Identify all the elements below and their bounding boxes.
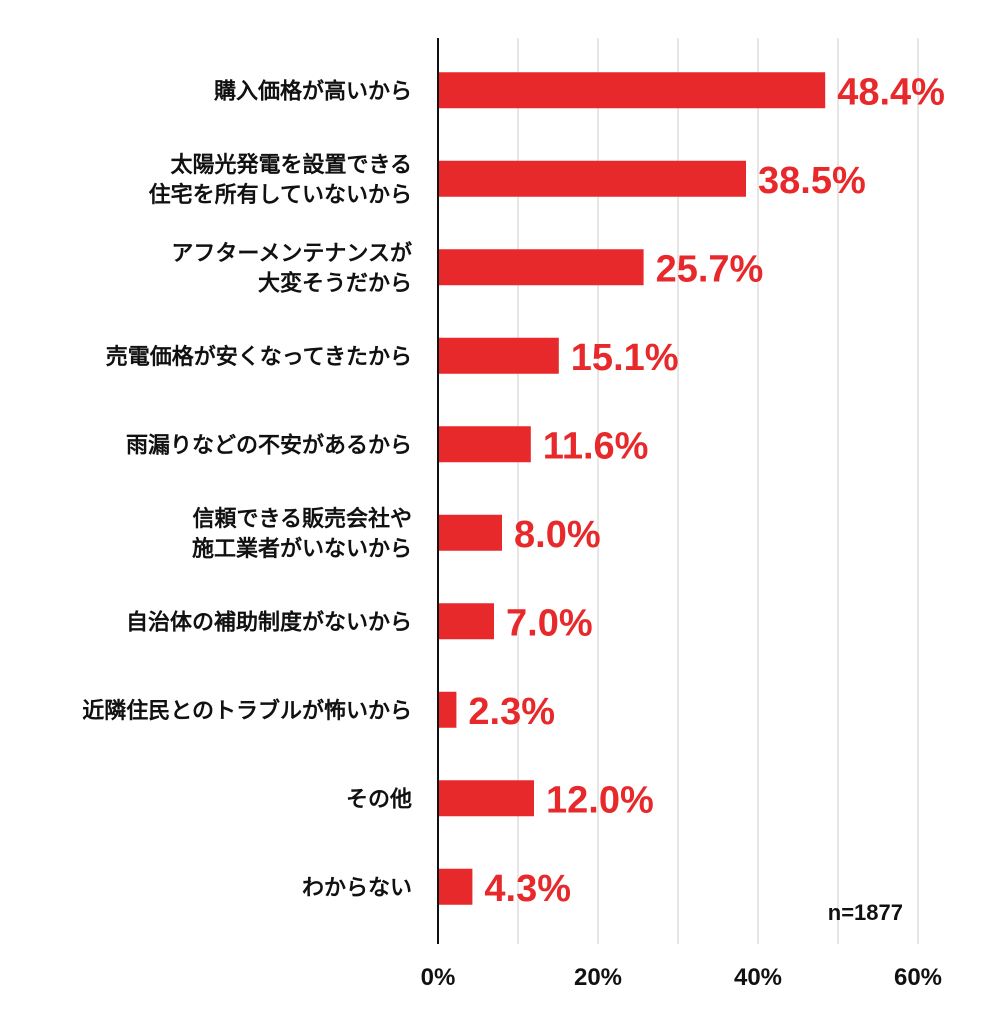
category-label: 売電価格が安くなってきたから [106, 344, 412, 370]
category-label: 大変そうだから [258, 270, 412, 296]
value-label: 11.6% [543, 425, 649, 467]
category-label: その他 [346, 787, 412, 812]
bar [439, 426, 531, 463]
bars [439, 72, 826, 905]
bar [439, 691, 457, 728]
category-label: 施工業者がいないから [192, 536, 412, 562]
value-label: 2.3% [468, 691, 555, 733]
value-label: 8.0% [514, 514, 601, 556]
x-tick-label: 60% [894, 964, 942, 991]
value-label: 12.0% [546, 779, 654, 821]
category-label: アフターメンテナンスが [171, 240, 412, 266]
category-label: 信頼できる販売会社や [192, 506, 412, 532]
x-tick-label: 0% [421, 964, 456, 991]
x-tick-label: 40% [734, 964, 782, 991]
value-labels: 48.4% 38.5% 25.7% 15.1% 11.6% 8.0% 7.0% 2.3% 12.… [468, 71, 945, 910]
value-label: 38.5% [758, 160, 866, 202]
category-labels: 購入価格が高いから太陽光発電を設置できる住宅を所有していないからアフターメンテナ… [82, 78, 412, 901]
category-label: 自治体の補助制度がないから [126, 609, 412, 635]
bar [439, 160, 746, 197]
value-label: 25.7% [656, 248, 764, 290]
bar [439, 72, 826, 109]
x-tick-label: 20% [574, 964, 622, 991]
category-label: 雨漏りなどの不安があるから [126, 432, 412, 458]
x-tick-labels: 0% 20% 40% 60% [421, 964, 942, 991]
category-label: 近隣住民とのトラブルが怖いから [82, 698, 412, 724]
category-label: わからない [302, 876, 412, 901]
value-label: 48.4% [837, 71, 945, 113]
category-label: 購入価格が高いから [214, 78, 412, 104]
category-label: 太陽光発電を設置できる [170, 152, 412, 178]
bar [439, 337, 559, 374]
bar [439, 603, 494, 640]
bar [439, 868, 473, 905]
value-label: 15.1% [571, 337, 679, 379]
value-label: 4.3% [484, 868, 571, 910]
category-label: 住宅を所有していないから [149, 182, 412, 208]
bar [439, 514, 502, 551]
bar [439, 780, 534, 817]
bar [439, 249, 644, 286]
value-label: 7.0% [506, 602, 593, 644]
sample-size-note: n=1877 [828, 900, 903, 925]
